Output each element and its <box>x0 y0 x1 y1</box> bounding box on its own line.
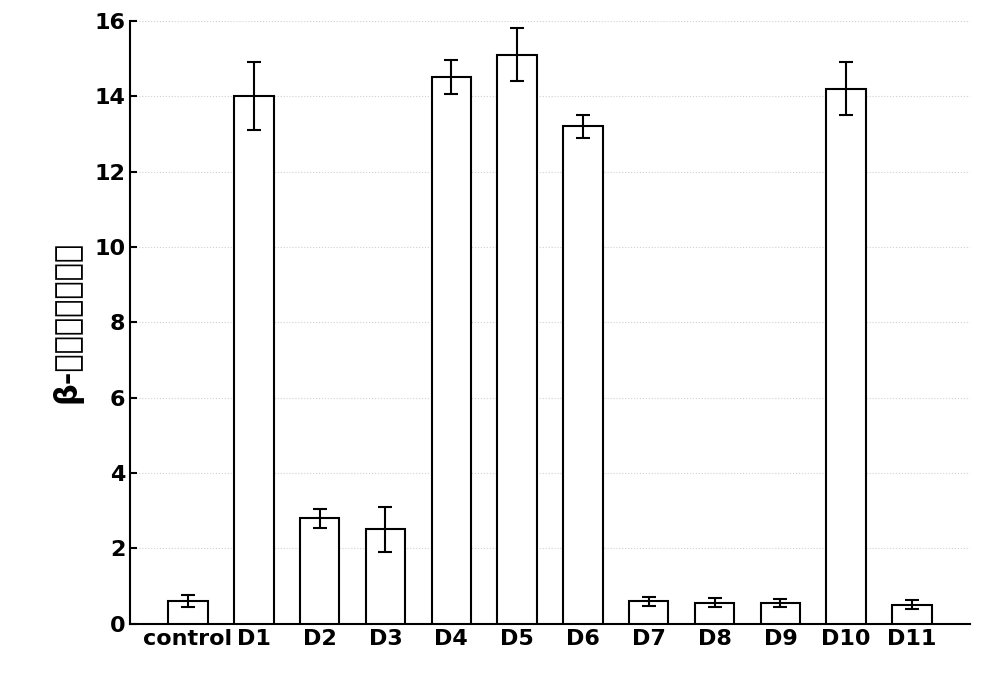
Bar <box>892 605 932 624</box>
Bar <box>629 601 668 624</box>
Y-axis label: β-半乳糖苷酶活性: β-半乳糖苷酶活性 <box>52 241 83 403</box>
Bar <box>300 518 339 624</box>
Bar <box>432 78 471 624</box>
Bar <box>234 96 274 624</box>
Bar <box>168 601 208 624</box>
Bar <box>695 603 734 624</box>
Bar <box>497 55 537 624</box>
Bar <box>563 126 603 624</box>
Bar <box>826 89 866 624</box>
Bar <box>761 603 800 624</box>
Bar <box>366 529 405 624</box>
